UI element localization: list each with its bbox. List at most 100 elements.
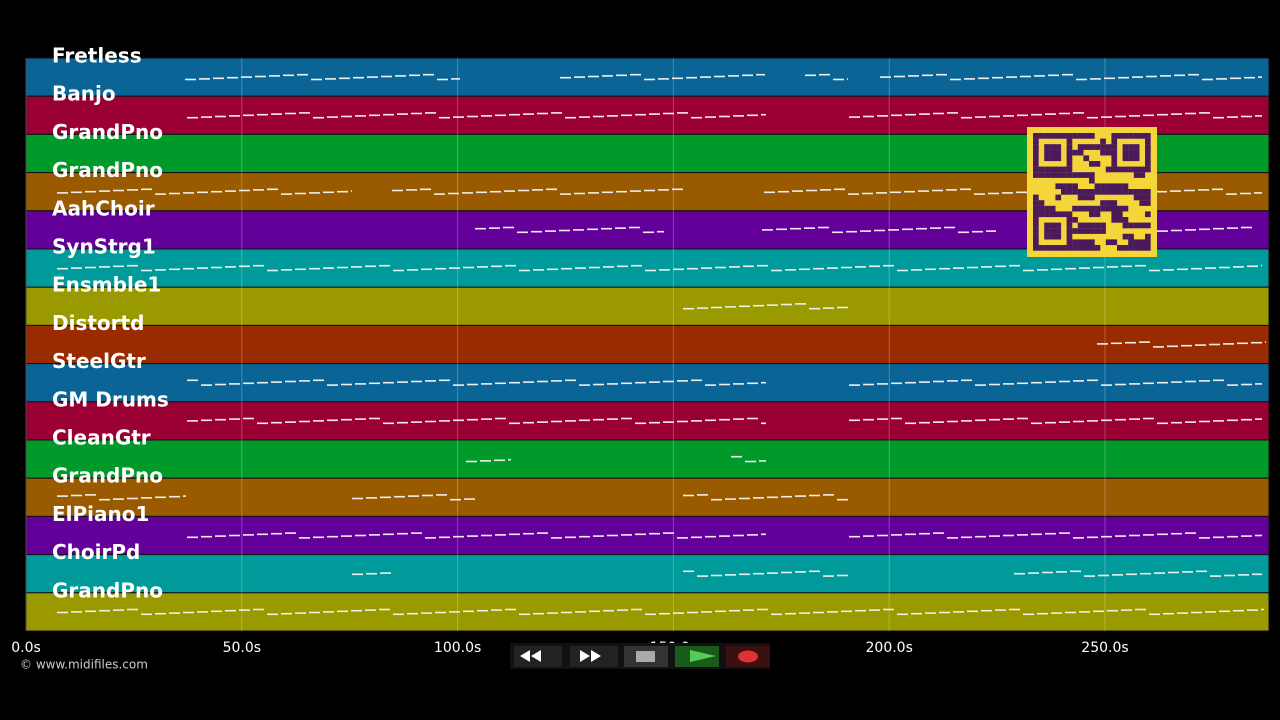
qr-module [1128,189,1134,195]
track-row [25,401,1270,441]
qr-module [1033,149,1039,156]
qr-module [1089,239,1095,246]
qr-module [1044,228,1050,234]
qr-module [1077,239,1084,246]
qr-module [1033,205,1039,212]
qr-module [1094,205,1101,212]
qr-module [1061,245,1067,251]
qr-module [1066,155,1073,162]
qr-module [1133,144,1140,150]
qr-module [1066,239,1073,246]
qr-module [1089,245,1095,251]
qr-module [1077,144,1084,150]
qr-module [1066,233,1073,240]
track-name: GrandPno [52,464,163,488]
qr-module [1133,172,1140,178]
qr-module [1122,155,1129,162]
qr-module [1038,205,1045,212]
track-name: AahChoir [52,196,155,220]
forward-button[interactable] [570,646,618,667]
qr-module [1061,183,1067,190]
transport [510,643,770,669]
qr-module [1089,228,1095,234]
qr-module [1049,222,1056,229]
qr-module [1111,144,1118,150]
track-name: GM Drums [52,387,169,411]
qr-module [1055,183,1062,190]
qr-module [1049,149,1056,156]
qr-module [1066,217,1073,223]
track-row [25,477,1270,517]
stop-button[interactable] [624,646,668,667]
qr-module [1139,133,1146,139]
qr-module [1055,222,1062,229]
qr-module [1066,172,1073,178]
qr-module [1145,189,1151,195]
qr-module [1049,245,1056,251]
qr-module [1049,211,1056,218]
qr-module [1105,239,1112,246]
qr-module [1066,144,1073,150]
qr-module [1094,211,1101,218]
qr-module [1044,149,1050,156]
qr-module [1072,217,1078,223]
qr-module [1105,200,1112,206]
qr-module [1061,172,1067,178]
qr-module [1089,211,1095,218]
qr-module [1105,205,1112,212]
qr-module [1049,133,1056,139]
qr-module [1038,172,1045,178]
qr-module [1077,194,1084,201]
qr-module [1083,205,1090,212]
qr-module [1083,222,1090,229]
track-name: CleanGtr [52,426,151,450]
notes [57,73,1266,616]
qr-module [1033,166,1039,173]
record-button[interactable] [726,646,770,667]
qr-module [1049,172,1056,178]
qr-module [1077,172,1084,178]
qr-module [1044,166,1050,173]
qr-module [1100,183,1106,190]
track-name: Banjo [52,82,116,106]
qr-module [1100,138,1106,145]
rewind-button[interactable] [514,646,562,667]
qr-module [1133,149,1140,156]
qr-module [1049,228,1056,234]
qr-module [1111,183,1118,190]
qr-module [1077,205,1084,212]
qr-module [1055,228,1062,234]
qr-module [1122,133,1129,139]
qr-module [1139,172,1146,178]
play-button[interactable] [675,646,719,667]
qr-module [1094,222,1101,229]
x-tick-label: 50.0s [223,640,261,656]
x-tick-label: 200.0s [866,640,913,656]
qr-module [1105,144,1112,150]
qr-module [1122,144,1129,150]
qr-module [1055,172,1062,178]
qr-module [1077,189,1084,195]
qr-module [1122,166,1129,173]
qr-module [1089,161,1095,167]
qr-module [1122,205,1129,212]
qr-module [1145,211,1151,218]
qr-module [1100,189,1106,195]
qr-module [1072,205,1078,212]
qr-module [1117,133,1123,139]
qr-module [1145,166,1151,173]
qr-module [1139,189,1146,195]
qr-module [1145,149,1151,156]
qr-module [1089,172,1095,178]
qr-module [1033,172,1039,178]
qr-module [1122,217,1129,223]
track-row [25,592,1270,632]
qr-module [1117,166,1123,173]
track-row [25,324,1270,365]
qr-module [1044,155,1050,162]
qr-module [1033,200,1039,206]
qr-module [1038,200,1045,206]
qr-module [1145,200,1151,206]
qr-module [1117,205,1123,212]
track-name: SynStrg1 [52,235,156,259]
